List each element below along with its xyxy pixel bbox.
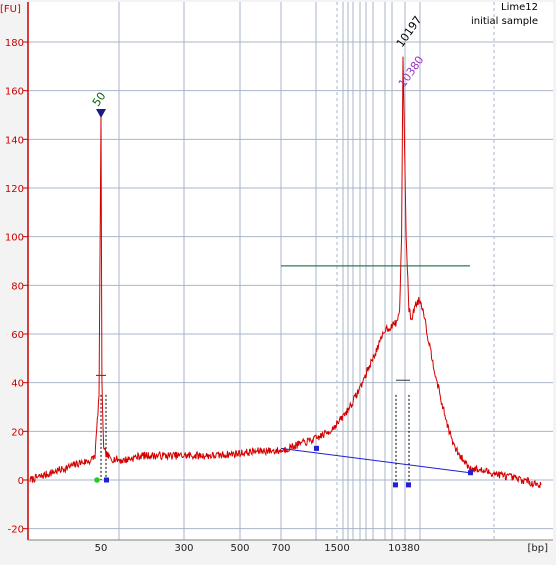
x-tick-label: 300	[174, 543, 193, 554]
y-tick-label: 100	[5, 233, 24, 244]
x-tick-label: 700	[271, 543, 290, 554]
y-tick-label: 140	[5, 135, 24, 146]
peak-marker-triangle	[96, 109, 106, 118]
sample-name: Lime12	[501, 2, 538, 13]
y-axis-label: [FU]	[0, 4, 21, 15]
marker-blue	[104, 477, 109, 483]
y-tick-label: 60	[11, 330, 24, 341]
y-tick-label: 160	[5, 87, 24, 98]
y-tick-label: 40	[11, 379, 24, 390]
y-tick-label: 80	[11, 281, 24, 292]
trace-line	[29, 56, 542, 489]
marker-blue	[314, 445, 319, 451]
sample-description: initial sample	[470, 16, 538, 27]
x-tick-label: 10380	[388, 543, 420, 554]
y-tick-label: 180	[5, 38, 24, 49]
marker-blue	[393, 482, 398, 488]
x-tick-label: 1500	[324, 543, 349, 554]
plot-area	[28, 2, 553, 540]
y-tick-label: 20	[11, 427, 24, 438]
marker-blue	[468, 470, 473, 476]
x-tick-label: 500	[230, 543, 249, 554]
baseline-segment	[280, 447, 471, 474]
x-tick-label: 50	[95, 543, 108, 554]
marker-green	[94, 477, 100, 483]
marker-blue	[406, 482, 411, 488]
y-tick-label: -20	[8, 525, 24, 536]
y-tick-label: 120	[5, 184, 24, 195]
y-tick-label: 0	[18, 476, 24, 487]
x-axis-label: [bp]	[528, 543, 549, 554]
